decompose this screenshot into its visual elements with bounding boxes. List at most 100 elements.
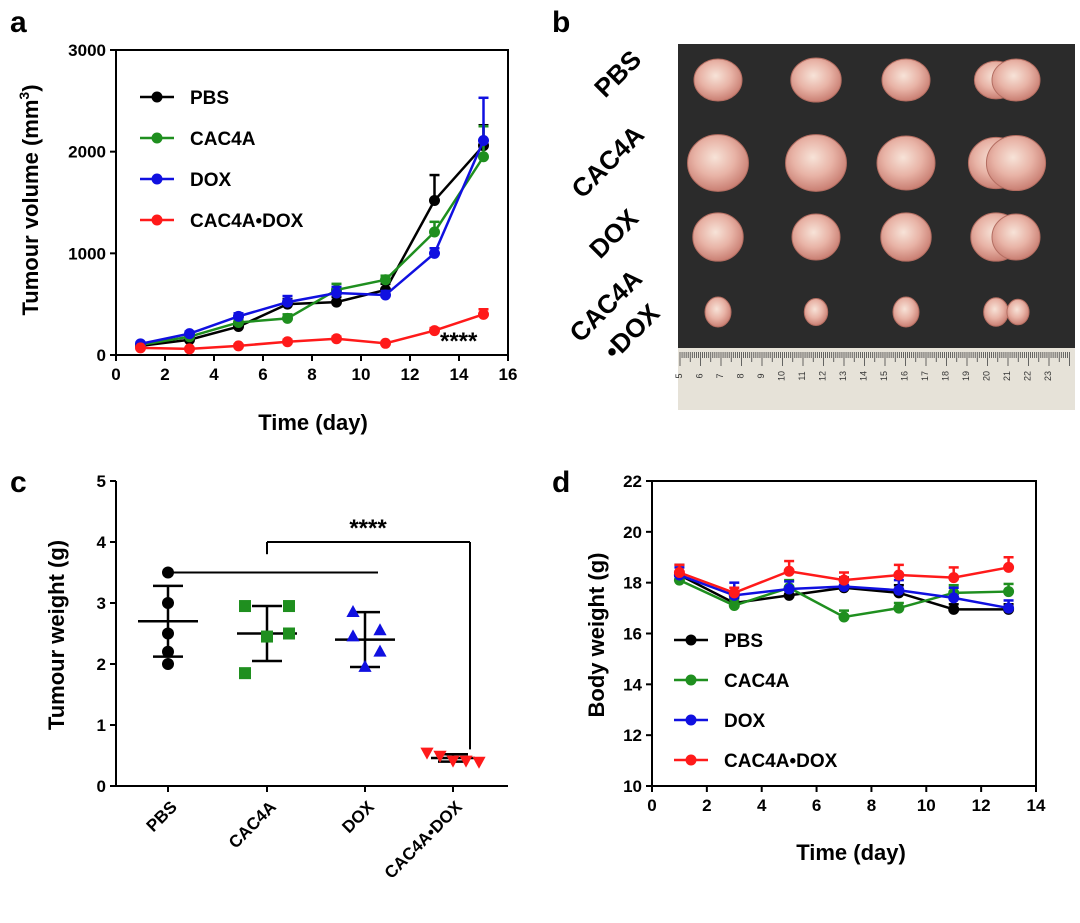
tumour-r3-c0 xyxy=(704,296,732,328)
tumour-r1-c0 xyxy=(687,134,749,192)
panel-a-y-tick-label-3000: 3000 xyxy=(68,41,106,60)
tumour-r0-c2 xyxy=(881,58,931,102)
panel-a-point-cac4a-3 xyxy=(282,312,293,324)
panel-c-x-tick-label-cac4a: CAC4A xyxy=(225,797,280,852)
panel-a-line-cac4a-dox xyxy=(140,313,484,351)
panel-a-y-axis-title: Tumour volume (mm3) xyxy=(16,84,43,315)
panel-c-point-pbs-1 xyxy=(162,597,174,609)
panel-a-point-dox-5 xyxy=(380,289,391,301)
ruler xyxy=(678,348,1075,410)
panel-d-point-cac4a-dox-3 xyxy=(838,574,850,586)
panel-d-legend-marker-dox xyxy=(685,714,697,726)
panel-d-body-weight-chart: 0 2 4 6 8 10 12 14 10 12 14 16 18 20 22 PBS CAC4A DOX CAC4… xyxy=(584,472,1046,865)
panel-c-point-cac4a-dox-1 xyxy=(433,750,447,763)
panel-a-x-tick-label-6: 6 xyxy=(258,365,267,384)
panel-a-line-dox xyxy=(140,139,485,346)
tumour-r2-c0 xyxy=(692,212,744,262)
panel-c-point-cac4a-3 xyxy=(261,630,273,643)
panel-d-y-tick-label-16: 16 xyxy=(623,625,642,644)
tumour-r3-c1 xyxy=(803,298,829,326)
panel-c-y-tick-label-2: 2 xyxy=(97,655,106,674)
panel-a-point-cac4a-dox-1 xyxy=(184,343,195,355)
panel-a-y-tick-label-0: 0 xyxy=(97,346,106,365)
panel-c-point-cac4a-dox-3 xyxy=(459,755,473,768)
ruler-label-12: 12 xyxy=(818,371,828,381)
panel-d-point-dox-5 xyxy=(948,592,960,604)
panel-letter-a: a xyxy=(10,6,27,39)
panel-d-point-cac4a-dox-4 xyxy=(893,569,905,581)
photo-row-label-pbs: PBS xyxy=(588,44,647,103)
panel-c-point-cac4a-2 xyxy=(283,627,295,640)
panel-d-point-cac4a-4 xyxy=(893,602,905,614)
panel-a-point-pbs-6 xyxy=(429,194,440,206)
panel-a-point-dox-7 xyxy=(478,134,489,146)
ruler-label-20: 20 xyxy=(982,371,992,381)
panel-a-x-tick-label-0: 0 xyxy=(111,365,120,384)
panel-d-x-tick-label-10: 10 xyxy=(917,796,936,815)
panel-d-x-tick-label-8: 8 xyxy=(867,796,876,815)
panel-a-x-tick-label-12: 12 xyxy=(401,365,420,384)
tumour-r1-c1 xyxy=(785,134,847,192)
panel-d-x-tick-label-2: 2 xyxy=(702,796,711,815)
panel-c-point-dox-4 xyxy=(358,659,372,672)
panel-c-y-axis-title: Tumour weight (g) xyxy=(44,540,69,730)
panel-c-point-cac4a-1 xyxy=(283,600,295,613)
panel-letter-b: b xyxy=(552,6,570,39)
panel-d-legend-marker-cac4a-dox xyxy=(685,754,697,766)
panel-d-point-cac4a-6 xyxy=(1003,586,1015,598)
panel-d-point-cac4a-dox-1 xyxy=(728,587,740,599)
panel-a-legend-label-pbs: PBS xyxy=(190,88,229,109)
panel-a-point-cac4a-dox-2 xyxy=(233,340,244,352)
panel-d-x-tick-label-4: 4 xyxy=(757,796,767,815)
panel-a-point-dox-2 xyxy=(233,310,244,322)
panel-d-legend-label-cac4a: CAC4A xyxy=(724,671,790,692)
ruler-label-22: 22 xyxy=(1023,371,1033,381)
panel-c-point-dox-1 xyxy=(373,623,387,636)
photo-row-label-dox: DOX xyxy=(583,203,645,265)
panel-c-significance: **** xyxy=(349,515,387,542)
panel-a-legend-marker-cac4a-dox xyxy=(151,214,163,226)
panel-d-point-cac4a-1 xyxy=(728,600,740,612)
panel-c-point-dox-0 xyxy=(346,604,360,617)
panel-a-point-dox-3 xyxy=(282,296,293,308)
panel-a-x-tick-label-14: 14 xyxy=(450,365,469,384)
ruler-marks: 5 6 7 8 9 10 11 12 13 14 15 16 17 18 19 20 21 22 23 xyxy=(674,352,1070,381)
panel-a-point-cac4a-dox-5 xyxy=(380,337,391,349)
tumour-r1-c2 xyxy=(876,135,936,191)
panel-c-x-tick-label-pbs: PBS xyxy=(143,797,181,835)
panel-a-y-tick-label-1000: 1000 xyxy=(68,244,106,263)
panel-c-x-tick-label-dox: DOX xyxy=(338,797,378,837)
panel-c-point-pbs-3 xyxy=(162,645,174,658)
panel-b-tumour-photo: 5 6 7 8 9 10 11 12 13 14 15 16 17 18 19 20 21 22 23 PBS CA… xyxy=(563,44,1075,410)
panel-c-y-tick-label-0: 0 xyxy=(97,777,106,796)
panel-d-legend-label-cac4a-dox: CAC4A•DOX xyxy=(724,751,838,772)
tumour-r1-c4 xyxy=(985,134,1047,192)
ruler-label-11: 11 xyxy=(797,371,807,380)
tumour-grid xyxy=(687,57,1047,328)
panel-c-tumour-weight-chart: 0 1 2 3 4 5 PBS CAC4A DOX CAC4A•DOX Tumour weight… xyxy=(44,472,508,883)
panel-d-x-tick-label-6: 6 xyxy=(812,796,821,815)
tumour-r2-c2 xyxy=(880,212,932,262)
panel-c-y-tick-label-1: 1 xyxy=(97,716,106,735)
photo-row-label-cac4a: CAC4A xyxy=(565,119,650,204)
panel-c-y-tick-label-5: 5 xyxy=(97,472,106,491)
panel-c-point-dox-2 xyxy=(346,629,360,642)
panel-c-point-cac4a-dox-2 xyxy=(446,755,460,768)
panel-c-point-cac4a-dox-0 xyxy=(420,747,434,760)
panel-d-point-cac4a-3 xyxy=(838,611,850,623)
panel-a-legend-marker-pbs xyxy=(151,91,163,103)
panel-d-y-tick-label-10: 10 xyxy=(623,777,642,796)
panel-d-legend-label-pbs: PBS xyxy=(724,631,763,652)
panel-a-point-cac4a-6 xyxy=(429,226,440,238)
panel-d-point-dox-4 xyxy=(893,584,905,596)
ruler-label-5: 5 xyxy=(674,373,684,378)
panel-a-x-axis-title: Time (day) xyxy=(258,410,368,435)
tumour-r0-c1 xyxy=(790,57,842,103)
panel-a-x-tick-label-16: 16 xyxy=(499,365,518,384)
panel-d-y-tick-label-18: 18 xyxy=(623,574,642,593)
panel-d-y-tick-label-22: 22 xyxy=(623,472,642,491)
panel-letter-c: c xyxy=(10,466,27,499)
panel-a-point-dox-6 xyxy=(429,247,440,259)
panel-a-significance: **** xyxy=(440,328,478,355)
